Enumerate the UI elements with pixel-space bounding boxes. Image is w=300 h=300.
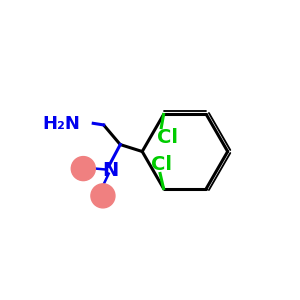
Text: N: N <box>102 161 119 180</box>
Circle shape <box>71 157 95 181</box>
Text: Cl: Cl <box>157 128 178 147</box>
Circle shape <box>91 184 115 208</box>
Text: H₂N: H₂N <box>43 115 80 133</box>
Text: Cl: Cl <box>151 155 172 174</box>
